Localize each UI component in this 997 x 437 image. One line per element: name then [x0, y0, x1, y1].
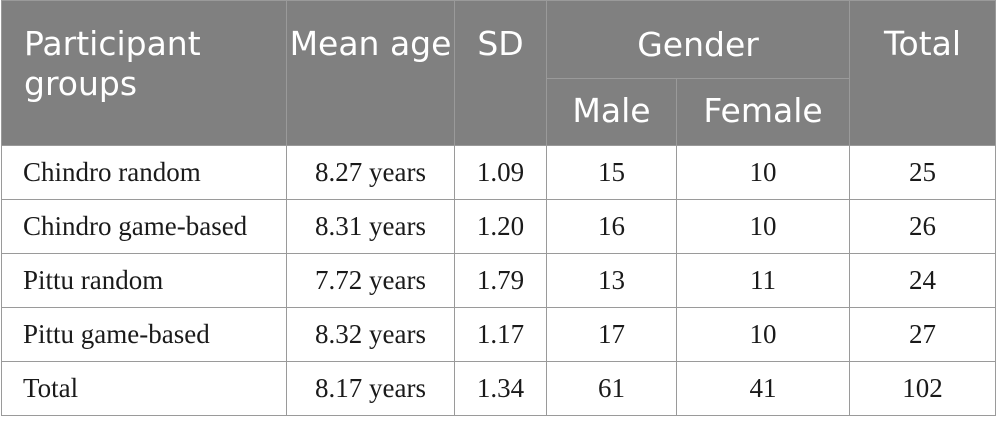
header-male: Male — [546, 78, 677, 146]
cell-mean-age: 8.27 years — [286, 145, 455, 200]
cell-female: 10 — [675, 307, 851, 362]
cell-male: 61 — [546, 361, 677, 416]
cell-male: 17 — [546, 307, 677, 362]
cell-female: 10 — [675, 199, 851, 254]
cell-sd: 1.79 — [454, 253, 547, 308]
cell-sd: 1.17 — [454, 307, 547, 362]
cell-group: Pittu game-based — [1, 307, 287, 362]
cell-female: 41 — [675, 361, 851, 416]
cell-group: Chindro random — [1, 145, 287, 200]
cell-group: Chindro game-based — [1, 199, 287, 254]
cell-mean-age: 8.17 years — [286, 361, 455, 416]
cell-female: 11 — [675, 253, 851, 308]
cell-sd: 1.09 — [454, 145, 547, 200]
cell-group: Total — [1, 361, 287, 416]
table-row: Chindro game-based 8.31 years 1.20 16 10… — [1, 199, 997, 254]
header-gender: Gender — [545, 0, 851, 79]
header-row-sub: Male Female — [2, 78, 996, 146]
cell-female: 10 — [675, 145, 851, 200]
cell-male: 16 — [546, 199, 677, 254]
cell-mean-age: 8.32 years — [286, 307, 455, 362]
participant-table: Participant groups Mean age SD Gender To… — [1, 0, 997, 416]
cell-male: 13 — [546, 253, 677, 308]
cell-total: 26 — [849, 199, 997, 254]
cell-group: Pittu random — [1, 253, 287, 308]
cell-sd: 1.20 — [454, 199, 547, 254]
cell-male: 15 — [546, 145, 677, 200]
cell-total: 24 — [849, 253, 997, 308]
table-row: Pittu game-based 8.32 years 1.17 17 10 2… — [1, 307, 997, 362]
header-female: Female — [675, 78, 851, 146]
cell-total: 25 — [849, 145, 997, 200]
header-sd: SD — [454, 0, 547, 146]
header-participant-groups: Participant groups — [1, 0, 287, 146]
table-body: Chindro random 8.27 years 1.09 15 10 25 … — [1, 145, 997, 416]
cell-sd: 1.34 — [454, 361, 547, 416]
header-total: Total — [849, 0, 997, 146]
cell-mean-age: 8.31 years — [286, 199, 455, 254]
table-row-total: Total 8.17 years 1.34 61 41 102 — [1, 361, 997, 416]
cell-total: 27 — [849, 307, 997, 362]
table-row: Pittu random 7.72 years 1.79 13 11 24 — [1, 253, 997, 308]
table-header: Participant groups Mean age SD Gender To… — [1, 0, 997, 146]
header-row-top: Participant groups Mean age SD Gender To… — [1, 0, 997, 146]
cell-total: 102 — [849, 361, 997, 416]
header-mean-age: Mean age — [286, 0, 455, 146]
table-row: Chindro random 8.27 years 1.09 15 10 25 — [1, 145, 997, 200]
cell-mean-age: 7.72 years — [286, 253, 455, 308]
